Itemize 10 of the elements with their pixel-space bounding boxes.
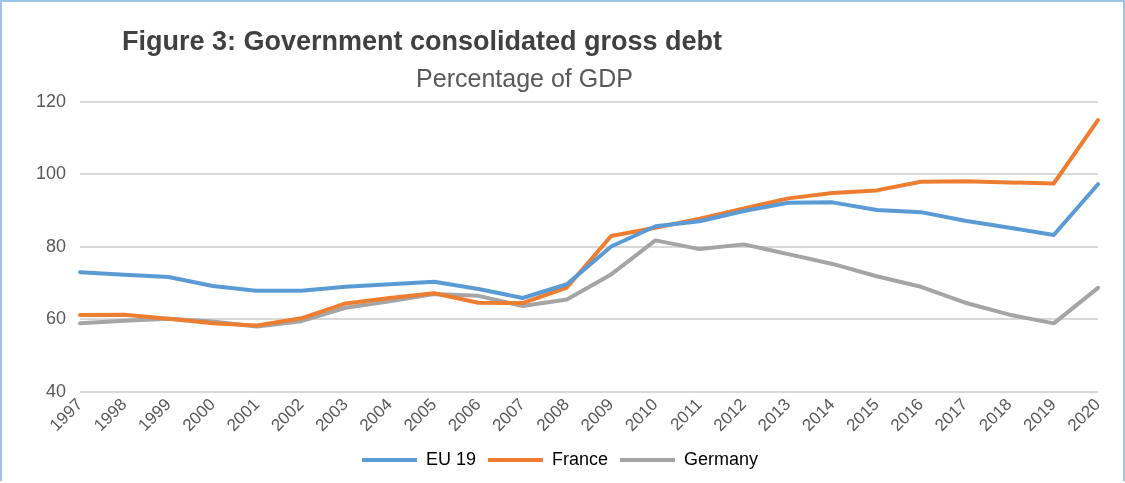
y-tick-label: 60 (46, 308, 67, 329)
legend-label: France (551, 448, 609, 469)
chart-subtitle: Percentage of GDP (416, 64, 633, 92)
y-tick-label: 80 (46, 235, 67, 256)
legend-label: Germany (684, 448, 759, 469)
chart-title: Figure 3: Government consolidated gross debt (120, 26, 724, 57)
y-tick-label: 120 (35, 90, 67, 111)
y-tick-label: 100 (35, 163, 67, 184)
y-tick-label: 40 (46, 380, 67, 401)
legend-label: EU 19 (425, 448, 476, 469)
